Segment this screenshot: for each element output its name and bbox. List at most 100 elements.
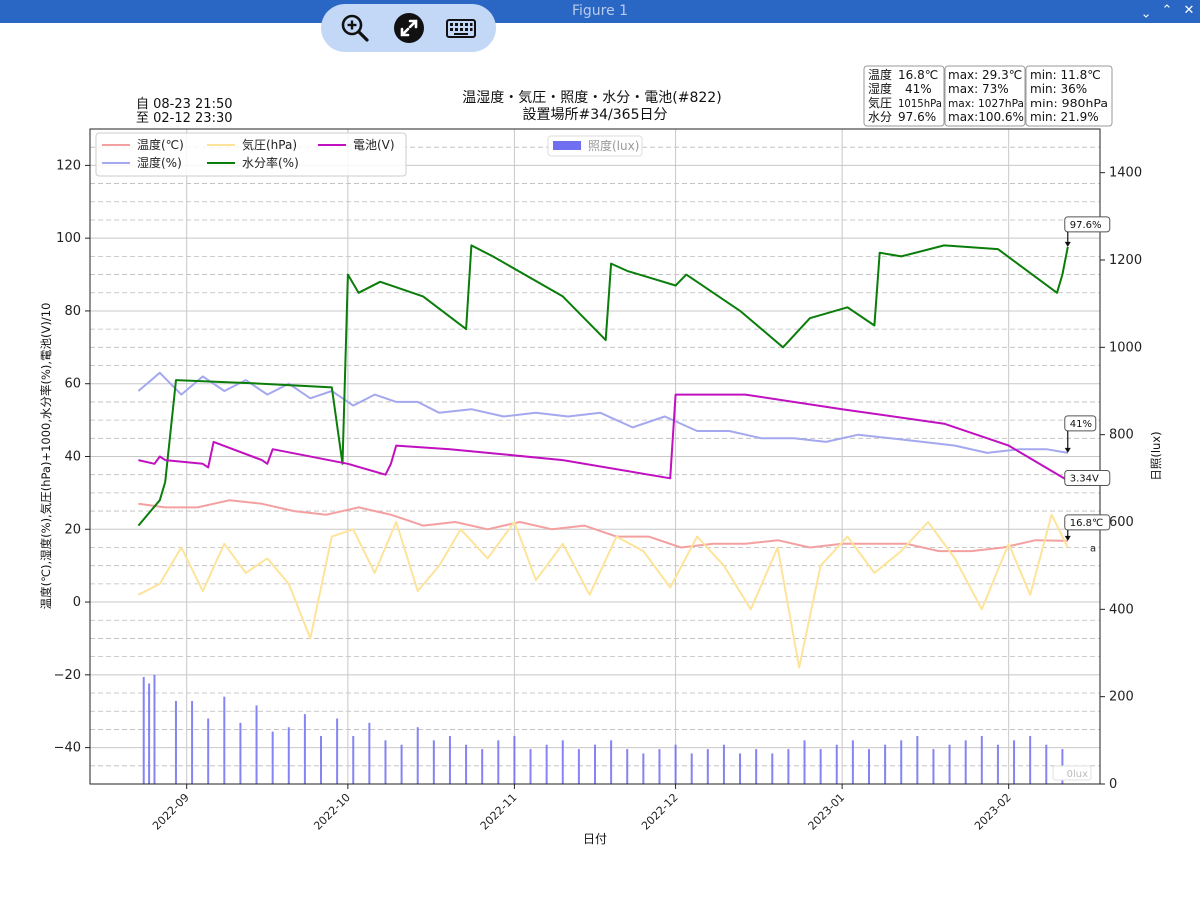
legend-label-temperature: 温度(℃) [137,137,184,152]
stats-current-1: 41% [905,82,932,96]
period-from: 自 08-23 21:50 [136,97,233,112]
pan-icon[interactable] [393,12,425,44]
y2-axis-label: 日照(lux) [1149,431,1163,480]
legend-label-pressure: 気圧(hPa) [242,137,297,152]
lux-bar [352,735,355,784]
lux-bar [303,714,306,784]
stats-max-3: max:100.6% [948,110,1024,124]
lux-bar [1013,740,1016,784]
annotation-box-lux [1052,765,1092,781]
series-lines [137,244,1069,669]
lux-bar [626,749,629,784]
minimize-icon[interactable]: ⌃ [1140,4,1152,19]
annotation-box-humidity [1064,415,1097,432]
stats-name-2: 気圧 [868,95,892,110]
lux-bar [900,740,903,784]
x-tick-label: 2022-10 [311,791,353,833]
y2-tick-label: 1200 [1109,253,1142,268]
lux-bar [594,744,596,784]
lux-bar [948,744,951,784]
x-tick-label: 2022-11 [478,791,520,833]
lux-legend-label: 照度(lux) [588,138,639,153]
stats-current-3: 97.6% [898,110,936,124]
stats-name-3: 水分 [868,110,892,124]
lux-bar [819,749,822,784]
window-title: Figure 1 [571,3,629,19]
keyboard-icon[interactable] [445,12,477,44]
x-tick-label: 2022-12 [639,791,681,833]
lux-bar [513,735,516,784]
y-tick-label: 100 [56,231,81,246]
lux-bar [153,674,156,784]
legend-label-moisture: 水分率(%) [242,155,299,170]
lux-bar [835,744,838,784]
lux-bar [545,744,548,784]
stats-min-box [1025,65,1113,127]
stats-box: 温度 16.8℃ max: 29.3℃ min: 11.8℃ 湿度 41% ma… [863,65,1113,127]
series-line-pressure [137,513,1069,669]
annotation-label-moisture: 97.6% [1070,220,1102,231]
figure-canvas: 120100806040200−20−401400120010008006004… [39,65,1163,846]
window-titlebar: Figure 1 ⌃ ⌃ ✕ [0,0,1200,23]
y2-tick-label: 600 [1109,515,1134,530]
zoom-icon[interactable] [339,12,371,44]
lux-bar [610,740,613,784]
legend-label-humidity: 湿度(%) [137,155,182,170]
y-tick-label: 0 [73,595,81,610]
annotation-label-humidity: 41% [1070,419,1092,430]
grid-lines [90,128,1100,785]
y-tick-label: −20 [54,668,81,683]
annotations: 97.6% 41% 3.34V 16.8℃ a 0lux [1052,216,1111,781]
y2-tick-label: 0 [1109,777,1117,792]
lux-bar [932,749,935,784]
y-tick-label: 80 [64,304,81,319]
y2-tick-label: 400 [1109,602,1134,617]
axes: 120100806040200−20−401400120010008006004… [54,158,1143,832]
lux-bar [174,701,177,784]
lux-bar [1045,744,1048,784]
annotation-arrowhead-moisture [1064,241,1071,247]
stats-max-box [944,65,1026,127]
annotation-label-battery: 3.34V [1070,474,1099,485]
x-tick-label: 2022-09 [150,791,192,833]
y-tick-label: 60 [64,377,81,392]
lux-bar [690,753,693,784]
figure-toolbar [321,4,496,52]
lux-legend-swatch [553,141,581,150]
stats-current-2: 1015hPa [898,97,942,110]
lux-bar [336,718,339,784]
y2-tick-label: 800 [1109,428,1134,443]
close-icon[interactable]: ✕ [1183,3,1195,18]
lux-bar [142,677,145,784]
stats-min-1: min: 36% [1030,82,1087,96]
lux-bar [368,722,371,784]
lux-bar [771,753,774,784]
annotation-box-temperature [1064,514,1111,531]
annotation-box-battery [1064,470,1111,487]
maximize-icon[interactable]: ⌃ [1161,3,1173,18]
x-tick-label: 2023-01 [806,791,848,833]
lux-bar [529,749,532,784]
stats-min-0: min: 11.8℃ [1030,68,1101,82]
annotation-label-temperature: 16.8℃ [1070,518,1104,529]
lux-bar [239,722,242,784]
lux-bar [996,744,999,784]
x-axis-label: 日付 [583,832,607,846]
legend-label-battery: 電池(V) [353,138,395,152]
annotation-arrowhead-temperature [1064,535,1071,541]
y-axis-label: 温度(℃),湿度(%),気圧(hPa)+1000,水分率(%),電池(V)/10 [39,303,53,610]
lux-bar [465,744,468,784]
lux-bar [755,749,758,784]
lux-bar [916,735,919,784]
series-line-humidity [137,371,1068,454]
lux-legend: 照度(lux) [547,135,643,157]
lux-bar [642,753,645,784]
lux-bars [142,674,1064,784]
lux-bar [255,705,258,784]
stats-name-0: 温度 [868,67,892,82]
chart-title: 温湿度・気圧・照度・水分・電池(#822) [462,90,721,106]
lux-bar [884,744,887,784]
lux-bar [803,740,806,784]
lux-bar [739,753,742,784]
legend-box [95,132,407,177]
